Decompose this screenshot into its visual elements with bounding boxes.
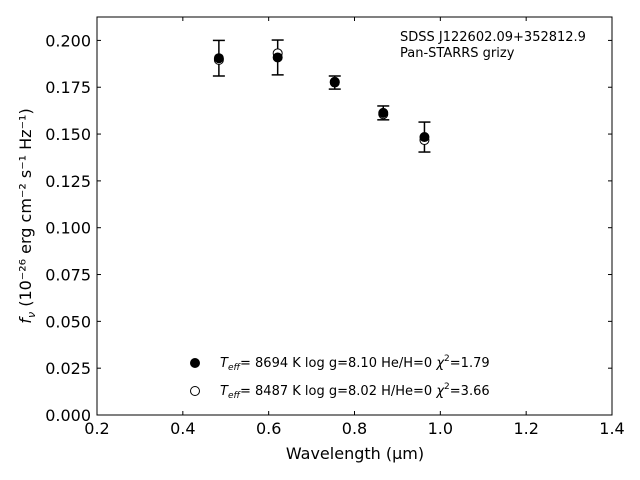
model-point-filled — [419, 132, 430, 143]
legend-marker-filled — [190, 358, 200, 368]
tick-labels: 0.2 0.4 0.6 0.8 1.0 1.2 1.4 0.000 0.025 0.050 0.07… — [45, 31, 625, 438]
legend-marker-open — [190, 386, 200, 396]
model-point-filled — [213, 53, 224, 64]
y-tick-label: 0.075 — [45, 266, 91, 285]
model-point-filled — [378, 107, 389, 118]
plot-frame — [96, 16, 613, 416]
x-axis-label: Wavelength (μm) — [286, 444, 424, 463]
y-tick-label: 0.025 — [45, 359, 91, 378]
y-tick-label: 0.125 — [45, 172, 91, 191]
x-tick-label: 0.4 — [170, 419, 195, 438]
error-bars — [212, 39, 431, 153]
x-tick-label: 0.2 — [84, 419, 109, 438]
y-tick-label: 0.000 — [45, 406, 91, 425]
model-point-filled — [329, 77, 340, 88]
legend-entry-1: Teff= 8694 K log g=8.10 He/H=0 χ2=1.79 — [220, 354, 490, 373]
x-tick-label: 0.8 — [342, 419, 367, 438]
legend: Teff= 8694 K log g=8.10 He/H=0 χ2=1.79 T… — [190, 354, 490, 401]
x-tick-label: 1.2 — [513, 419, 538, 438]
legend-entry-2: Teff= 8487 K log g=8.02 H/He=0 χ2=3.66 — [220, 382, 490, 401]
y-axis-label: fν (10⁻²⁶ erg cm⁻² s⁻¹ Hz⁻¹) — [16, 108, 38, 323]
annotation-survey: Pan-STARRS grizy — [400, 46, 515, 61]
x-tick-label: 1.4 — [599, 419, 624, 438]
annotation-object: SDSS J122602.09+352812.9 — [400, 30, 586, 45]
y-tick-label: 0.100 — [45, 219, 91, 238]
y-tick-label: 0.150 — [45, 125, 91, 144]
x-tick-label: 0.6 — [256, 419, 281, 438]
y-tick-label: 0.200 — [45, 31, 91, 50]
y-tick-label: 0.175 — [45, 78, 91, 97]
model-point-filled — [272, 52, 283, 63]
x-tick-label: 1.0 — [428, 419, 453, 438]
y-tick-label: 0.050 — [45, 312, 91, 331]
data-markers — [213, 48, 430, 146]
